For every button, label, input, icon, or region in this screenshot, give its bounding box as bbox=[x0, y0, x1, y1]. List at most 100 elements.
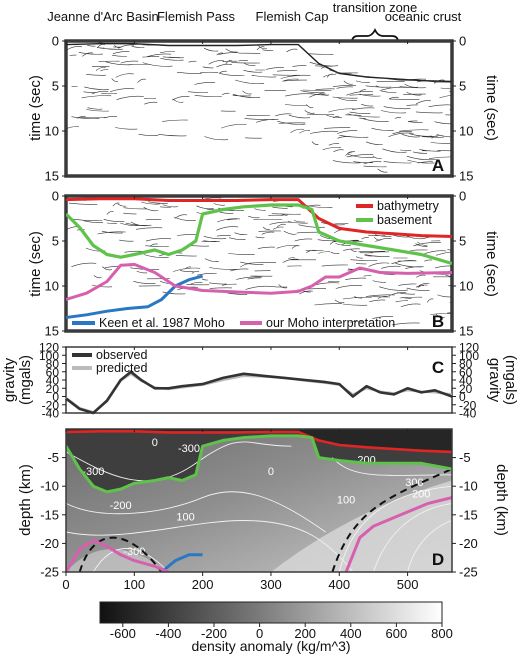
crust-boundary-dashed-east bbox=[331, 468, 452, 572]
panel-b-letter: B bbox=[432, 312, 444, 331]
x-tick-label: 200 bbox=[192, 577, 214, 592]
panel-a-ylabel-right: time (sec) bbox=[483, 75, 500, 141]
region-labels: Jeanne d'Arc Basin Flemish Pass Flemish … bbox=[47, 0, 462, 43]
panel-c-observed-line bbox=[65, 370, 453, 415]
panel-a: A bbox=[64, 39, 454, 178]
y-tick-label-left: -40 bbox=[42, 407, 60, 421]
y-tick-label-left: 10 bbox=[45, 124, 59, 139]
y-tick-label-right: 0 bbox=[459, 189, 466, 204]
y-tick-label-right: -15 bbox=[459, 507, 478, 522]
y-tick-label-left: -20 bbox=[40, 536, 59, 551]
colorbar-tick-label: 0 bbox=[256, 626, 263, 641]
region-label-jeanne-darc: Jeanne d'Arc Basin bbox=[47, 9, 159, 24]
y-tick-label-right: -40 bbox=[459, 407, 477, 421]
panel-b-ylabel-left: time (sec) bbox=[27, 231, 44, 297]
panel-c-ylabel-left-line1: gravity bbox=[1, 357, 18, 402]
y-tick-label-left: -20 bbox=[42, 398, 60, 412]
contour-label: -300 bbox=[82, 466, 104, 478]
y-tick-label-right: 120 bbox=[459, 341, 479, 355]
y-tick-label-left: 15 bbox=[45, 169, 59, 184]
y-tick-label-left: 60 bbox=[46, 365, 60, 379]
legend-label-our-moho: our Moho interpretation bbox=[266, 316, 395, 330]
y-tick-label-right: 60 bbox=[459, 365, 473, 379]
x-tick-label: 300 bbox=[260, 577, 282, 592]
y-tick-label-right: 40 bbox=[459, 374, 473, 388]
panel-c-ylabel-right-line2: (mgals) bbox=[502, 355, 519, 405]
density-contour bbox=[66, 520, 354, 572]
y-tick-label-right: 100 bbox=[459, 349, 479, 363]
contour-label: 0 bbox=[268, 466, 274, 478]
panel-b-interpretation-lines bbox=[66, 197, 452, 319]
x-tick-label: 0 bbox=[62, 577, 69, 592]
colorbar-ticks: -600 -400 -200 0 200 400 600 800 bbox=[110, 623, 453, 641]
region-label-transition-zone: transition zone bbox=[333, 0, 418, 15]
panel-c: C bbox=[65, 346, 453, 415]
panel-d-our-moho-line bbox=[344, 496, 452, 572]
y-tick-label-right: -10 bbox=[459, 479, 478, 494]
contour-label: 300 bbox=[405, 477, 423, 489]
legend-label-bathymetry: bathymetry bbox=[377, 199, 440, 213]
y-tick-label-right: 0 bbox=[459, 390, 466, 404]
panel-c-ylabel-left-line2: (mgals) bbox=[17, 355, 34, 405]
legend-label-basement: basement bbox=[377, 213, 432, 227]
contour-label: -200 bbox=[110, 500, 132, 512]
panel-c-ylabel-right-line1: gravity bbox=[486, 358, 503, 403]
y-tick-label-right: 20 bbox=[459, 382, 473, 396]
panel-a-ylabel-left: time (sec) bbox=[27, 75, 44, 141]
y-tick-label-left: 20 bbox=[46, 382, 60, 396]
panel-b-basement-line bbox=[66, 203, 452, 266]
y-tick-label-left: 0 bbox=[52, 34, 59, 49]
y-tick-label-left: 15 bbox=[45, 324, 59, 339]
density-contour bbox=[66, 491, 326, 533]
west-mantle-zone bbox=[66, 549, 169, 572]
region-label-oceanic-crust: oceanic crust bbox=[385, 9, 462, 24]
density-contour bbox=[92, 547, 169, 572]
y-tick-label-right: -5 bbox=[459, 450, 471, 465]
y-tick-label-left: -10 bbox=[40, 479, 59, 494]
panel-d-ylabel-right: depth (km) bbox=[493, 464, 510, 536]
y-tick-label-right: 0 bbox=[459, 34, 466, 49]
density-contour bbox=[332, 457, 452, 476]
colorbar-tick-label: 600 bbox=[386, 626, 408, 641]
contour-label: 100 bbox=[337, 494, 355, 506]
colorbar-tick-label: 800 bbox=[431, 626, 453, 641]
panel-d-our-moho-line bbox=[66, 539, 170, 572]
colorbar-tick-label: 200 bbox=[294, 626, 316, 641]
density-contour bbox=[338, 485, 452, 572]
density-contour bbox=[372, 502, 452, 572]
y-tick-label-left: -5 bbox=[47, 450, 59, 465]
y-tick-label-left: 40 bbox=[46, 374, 60, 388]
y-tick-label-right: 5 bbox=[459, 234, 466, 249]
y-tick-label-left: -25 bbox=[40, 565, 59, 580]
y-tick-label-left: 10 bbox=[45, 279, 59, 294]
panel-c-letter: C bbox=[432, 358, 444, 377]
y-tick-label-left: 0 bbox=[52, 189, 59, 204]
colorbar-tick-label: -600 bbox=[110, 626, 136, 641]
panel-b-ylabel-right: time (sec) bbox=[483, 231, 500, 297]
reflector-traces bbox=[66, 41, 452, 173]
y-tick-label-right: 15 bbox=[459, 169, 473, 184]
contour-label: 100 bbox=[176, 512, 194, 524]
panel-a-seismic-reflections bbox=[66, 41, 452, 173]
y-tick-label-right: 15 bbox=[459, 324, 473, 339]
panel-a-frame bbox=[64, 39, 454, 178]
y-tick-label-left: 0 bbox=[52, 390, 59, 404]
region-label-flemish-pass: Flemish Pass bbox=[157, 9, 236, 24]
colorbar-title: density anomaly (kg/m^3) bbox=[191, 638, 350, 654]
density-contour bbox=[407, 520, 452, 572]
y-tick-label-right: 10 bbox=[459, 279, 473, 294]
panel-d-letter: D bbox=[432, 550, 444, 569]
legend-label-predicted: predicted bbox=[96, 361, 147, 375]
panel-c-frame bbox=[65, 346, 453, 414]
y-tick-label-left: 5 bbox=[52, 234, 59, 249]
panel-d-interpretation-lines bbox=[66, 430, 452, 572]
y-tick-label-right: -20 bbox=[459, 398, 477, 412]
y-tick-label-left: 120 bbox=[39, 341, 59, 355]
transition-zone-brace bbox=[351, 27, 399, 43]
colorbar-tick-label: -400 bbox=[155, 626, 181, 641]
y-tick-label-right: -20 bbox=[459, 536, 478, 551]
